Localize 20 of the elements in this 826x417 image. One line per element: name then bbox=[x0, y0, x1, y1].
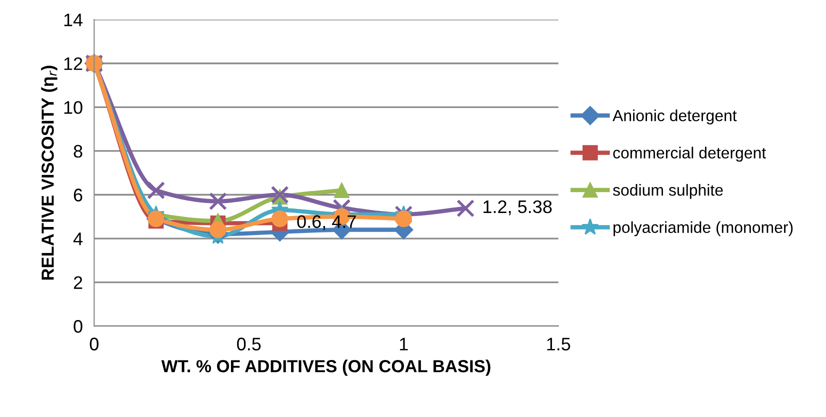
y-tick-label: 12 bbox=[64, 57, 82, 70]
y-tick-label: 10 bbox=[64, 101, 82, 114]
x-tick-label: 1 bbox=[400, 338, 408, 350]
legend-label: sodium sulphite bbox=[612, 184, 723, 199]
annotation: 1.2, 5.38 bbox=[484, 200, 552, 216]
x-tick-label: 1.5 bbox=[547, 338, 570, 350]
legend-label: Anionic detergent bbox=[612, 110, 737, 124]
y-tick-label: 2 bbox=[74, 276, 82, 289]
y-axis-title: RELATIVE VISCOSITY (η$_{r}$) bbox=[41, 66, 58, 280]
y-tick-label: 14 bbox=[64, 14, 83, 26]
legend-label: commercial detergent bbox=[613, 146, 766, 162]
y-tick-label: 4 bbox=[73, 232, 83, 246]
annotation: 0.6, 4.7 bbox=[297, 215, 356, 230]
x-axis-title: WT. % OF ADDITIVES (ON COAL BASIS) bbox=[161, 360, 490, 376]
y-tick-label: 0 bbox=[74, 320, 82, 333]
x-tick-label: 0.5 bbox=[237, 338, 261, 350]
y-tick-label: 6 bbox=[74, 188, 82, 202]
y-tick-label: 8 bbox=[74, 144, 82, 158]
legend-label: polyacriamide (monomer) bbox=[614, 221, 793, 236]
x-tick-label: 0 bbox=[90, 338, 98, 350]
